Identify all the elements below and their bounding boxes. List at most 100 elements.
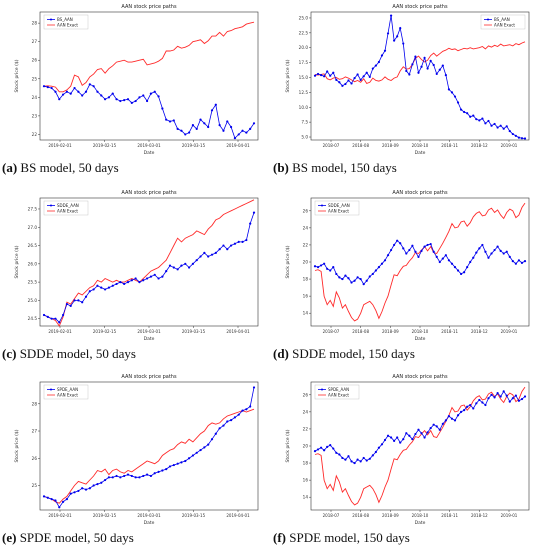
series-point	[508, 129, 511, 133]
series-point	[362, 456, 365, 460]
series-point	[119, 99, 122, 103]
series-point	[77, 90, 80, 93]
series-point	[96, 90, 99, 93]
series-line-model	[314, 240, 526, 285]
series-point	[478, 247, 481, 250]
series-point	[472, 407, 475, 410]
series-point	[115, 98, 118, 101]
y-tick-label: 10.0	[299, 105, 309, 110]
series-point	[138, 476, 141, 479]
series-point	[335, 451, 338, 454]
chart-f: AAN stock price paths 14 16 18 20 22 24 26 2018-…	[271, 370, 536, 530]
series-point	[96, 483, 99, 486]
x-tick-label: 2018-12	[471, 143, 488, 148]
series-point	[502, 127, 505, 130]
legend-label: SPDE_AAN	[57, 387, 78, 392]
series-point	[429, 426, 432, 430]
series-point	[356, 458, 359, 461]
series-point	[210, 109, 214, 112]
y-tick-label: 26	[303, 392, 309, 397]
y-tick-label: 25	[32, 483, 38, 488]
series-point	[323, 262, 326, 265]
series-point	[50, 86, 53, 90]
chart-title: AAN stock price paths	[121, 4, 177, 10]
series-point	[245, 408, 248, 411]
series-point	[405, 69, 408, 73]
series-point	[481, 401, 484, 404]
series-point	[329, 74, 332, 77]
panel-c: AAN stock price paths 24.5 25.0 25.5 26.0 26.…	[0, 186, 265, 366]
series-point	[341, 277, 344, 281]
series-point	[165, 468, 168, 471]
series-point	[353, 76, 356, 80]
legend-box	[314, 384, 360, 400]
legend-box	[43, 14, 89, 30]
series-point	[203, 446, 206, 449]
series-point	[126, 98, 130, 101]
series-point	[469, 260, 472, 264]
series-point	[81, 94, 84, 97]
series-point	[130, 279, 133, 282]
series-point	[472, 256, 475, 259]
y-tick-label: 22	[32, 132, 38, 137]
series-point	[463, 110, 466, 114]
series-point	[81, 301, 84, 304]
y-axis-label: Stock price ($)	[14, 429, 20, 462]
series-point	[252, 386, 256, 389]
series-point	[161, 107, 164, 110]
series-point	[444, 254, 447, 257]
y-tick-label: 23	[32, 113, 38, 118]
legend-marker	[487, 18, 489, 21]
series-point	[161, 275, 164, 278]
series-point	[359, 78, 362, 81]
series-point	[222, 129, 225, 132]
caption-d: (d) SDDE model, 150 days	[273, 346, 415, 361]
series-point	[42, 313, 46, 317]
series-point	[393, 243, 396, 247]
series-point	[383, 438, 387, 442]
series-point	[371, 454, 374, 457]
legend-marker	[50, 18, 52, 21]
legend-box	[314, 200, 360, 216]
series-point	[54, 317, 57, 320]
series-point	[203, 251, 206, 254]
y-tick-label: 18	[303, 461, 309, 466]
series-point	[499, 395, 502, 398]
plot-frame	[310, 197, 530, 327]
series-point	[229, 244, 233, 247]
y-tick-label: 26.0	[28, 261, 38, 266]
series-point	[249, 127, 252, 130]
series-point	[210, 253, 214, 256]
series-point	[496, 391, 499, 395]
series-point	[145, 99, 149, 103]
series-point	[326, 267, 329, 270]
series-point	[195, 127, 198, 130]
x-tick-label: 2019-03-15	[182, 329, 206, 334]
series-point	[61, 313, 65, 317]
x-tick-label: 2019-04-01	[226, 143, 250, 148]
series-point	[353, 461, 356, 465]
series-point	[368, 275, 371, 278]
series-point	[252, 122, 256, 125]
series-point	[329, 444, 332, 447]
series-point	[408, 73, 411, 76]
series-point	[517, 259, 521, 262]
y-tick-label: 25.0	[299, 15, 309, 20]
y-tick-label: 12.5	[299, 90, 309, 95]
y-tick-label: 26	[32, 456, 38, 461]
x-tick-label: 2019-01	[501, 513, 518, 518]
y-tick-label: 28	[32, 401, 38, 406]
legend-label: AAN Exact	[57, 23, 78, 28]
series-point	[119, 476, 122, 479]
series-point	[466, 112, 469, 115]
series-point	[514, 394, 517, 397]
series-point	[389, 14, 393, 17]
series-point	[380, 54, 384, 57]
series-point	[389, 248, 393, 252]
y-tick-label: 25.5	[28, 280, 38, 285]
series-point	[142, 279, 145, 282]
series-point	[50, 498, 53, 501]
series-point	[207, 443, 210, 446]
series-point	[356, 73, 359, 76]
series-point	[377, 446, 381, 449]
